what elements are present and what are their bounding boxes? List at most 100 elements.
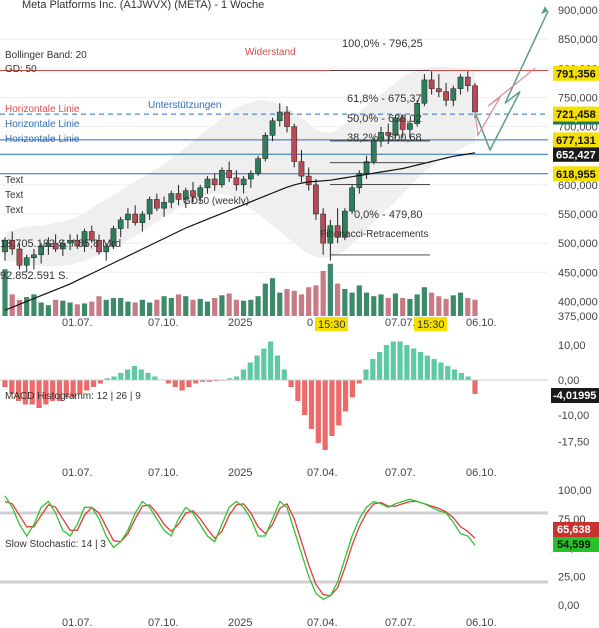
macd-bar	[329, 380, 335, 436]
x-tick-label: 2025	[228, 467, 252, 479]
macd-bar	[84, 380, 90, 391]
volume-bar	[183, 296, 189, 316]
volume-bar	[284, 289, 290, 316]
volume-bar	[139, 299, 145, 316]
macd-bar	[261, 348, 267, 380]
macd-bar	[438, 362, 444, 380]
x-tick-label: 06.10.	[466, 467, 497, 479]
volume-bar	[132, 302, 138, 316]
candle-body	[291, 126, 298, 162]
macd-bar	[302, 380, 308, 415]
candle-body	[233, 177, 240, 186]
volume-bar	[450, 295, 456, 316]
macd-bar	[125, 369, 131, 380]
volume-bar	[125, 301, 131, 316]
macd-bar	[424, 355, 430, 380]
candle-body	[327, 225, 334, 244]
candle-body	[31, 254, 37, 258]
candle-body	[313, 184, 319, 215]
macd-tick-label: -10,00	[558, 410, 589, 422]
candle-body	[38, 245, 45, 256]
volume-bar	[320, 271, 326, 316]
macd-bar	[254, 355, 260, 380]
volume-bar	[400, 298, 406, 316]
stoch-tick-label: 25,00	[558, 571, 586, 583]
legend-hline-2: Horizontale Linie	[5, 119, 80, 130]
macd-bar	[22, 380, 29, 405]
volume-bar	[175, 294, 182, 316]
price-tick-label: 600,000	[558, 180, 598, 192]
volume-bar	[219, 295, 225, 316]
candle-body	[9, 239, 16, 250]
candle-body	[226, 170, 233, 179]
macd-bar	[165, 380, 172, 384]
macd-label: MACD Histogramm: 12 | 26 | 9	[5, 391, 141, 402]
candle-body	[464, 76, 471, 87]
candle-body	[45, 242, 52, 247]
stoch-line-k	[4, 495, 476, 601]
candle-body	[168, 193, 175, 203]
candle-body	[59, 242, 66, 250]
time-badge-1: 15:30	[318, 319, 346, 331]
price-y-axis: 900,000850,000800,000750,000700,000650,0…	[558, 5, 598, 323]
volume-bar	[81, 303, 88, 316]
volume-bar	[154, 299, 160, 316]
macd-bar	[240, 369, 247, 380]
x-tick-label: 07.07.	[385, 617, 416, 628]
volume-bar	[74, 304, 80, 316]
candle-body	[349, 187, 355, 212]
candle-body	[320, 213, 327, 244]
candle-body	[132, 213, 139, 223]
candle-body	[407, 123, 413, 130]
macd-bar	[152, 376, 158, 380]
candle-body	[117, 219, 124, 229]
volume-bar	[241, 300, 247, 316]
volume-bar	[67, 302, 73, 316]
macd-bar	[2, 380, 8, 387]
candle-body	[139, 213, 146, 223]
legend-gd: GD: 50	[5, 64, 37, 75]
price-badge-bg	[553, 65, 599, 81]
fib-100-label: 100,0% - 796,25	[342, 38, 423, 50]
price-tick-label: 700,000	[558, 122, 598, 134]
price-badge-value: 721,458	[556, 109, 596, 121]
legend-text-2: Text	[5, 190, 24, 201]
gd50-weekly-label: GD50 (weekly)	[183, 196, 249, 207]
candle-body	[74, 239, 81, 247]
volume-bars	[2, 263, 478, 316]
macd-bar	[233, 376, 240, 380]
macd-bar	[445, 366, 451, 380]
candle-body	[23, 257, 30, 266]
volume-bar	[371, 296, 377, 316]
candle-body	[284, 111, 290, 127]
macd-bar	[417, 352, 424, 380]
candle-body	[146, 199, 153, 215]
x-tick-label: 07.10.	[148, 467, 179, 479]
volume-bar	[429, 292, 435, 316]
macd-bar	[390, 341, 396, 380]
stoch-badge-1: 65,638	[557, 524, 591, 536]
macd-bar	[118, 373, 124, 380]
candle-body	[414, 103, 421, 124]
macd-bar	[458, 373, 464, 380]
x-tick-label: 01.07.	[62, 617, 93, 628]
macd-histogram: 10,00 0,00 -10,00 -17,50	[0, 340, 589, 450]
volume-bar	[45, 305, 51, 316]
volume-bar	[233, 299, 239, 316]
price-tick-label: 850,000	[558, 34, 598, 46]
macd-tick-label: 10,00	[558, 340, 586, 352]
legend-text-1: Text	[5, 175, 24, 186]
candle-body	[153, 199, 160, 209]
macd-badge-bg	[551, 388, 599, 403]
fibonacci-title: Fibonacci-Retracements	[320, 229, 428, 240]
macd-bar	[370, 359, 376, 380]
projection-arrowhead	[541, 6, 548, 15]
volume-bar	[31, 294, 37, 316]
stoch-label: Slow Stochastic: 14 | 3	[5, 539, 106, 550]
volume-bar	[226, 293, 232, 316]
volume-bar	[313, 285, 319, 316]
stoch-tick-label: 100,00	[558, 485, 592, 497]
macd-bar	[70, 380, 76, 398]
x-tick-label: 07.04.	[307, 617, 338, 628]
macd-bar	[9, 380, 15, 394]
